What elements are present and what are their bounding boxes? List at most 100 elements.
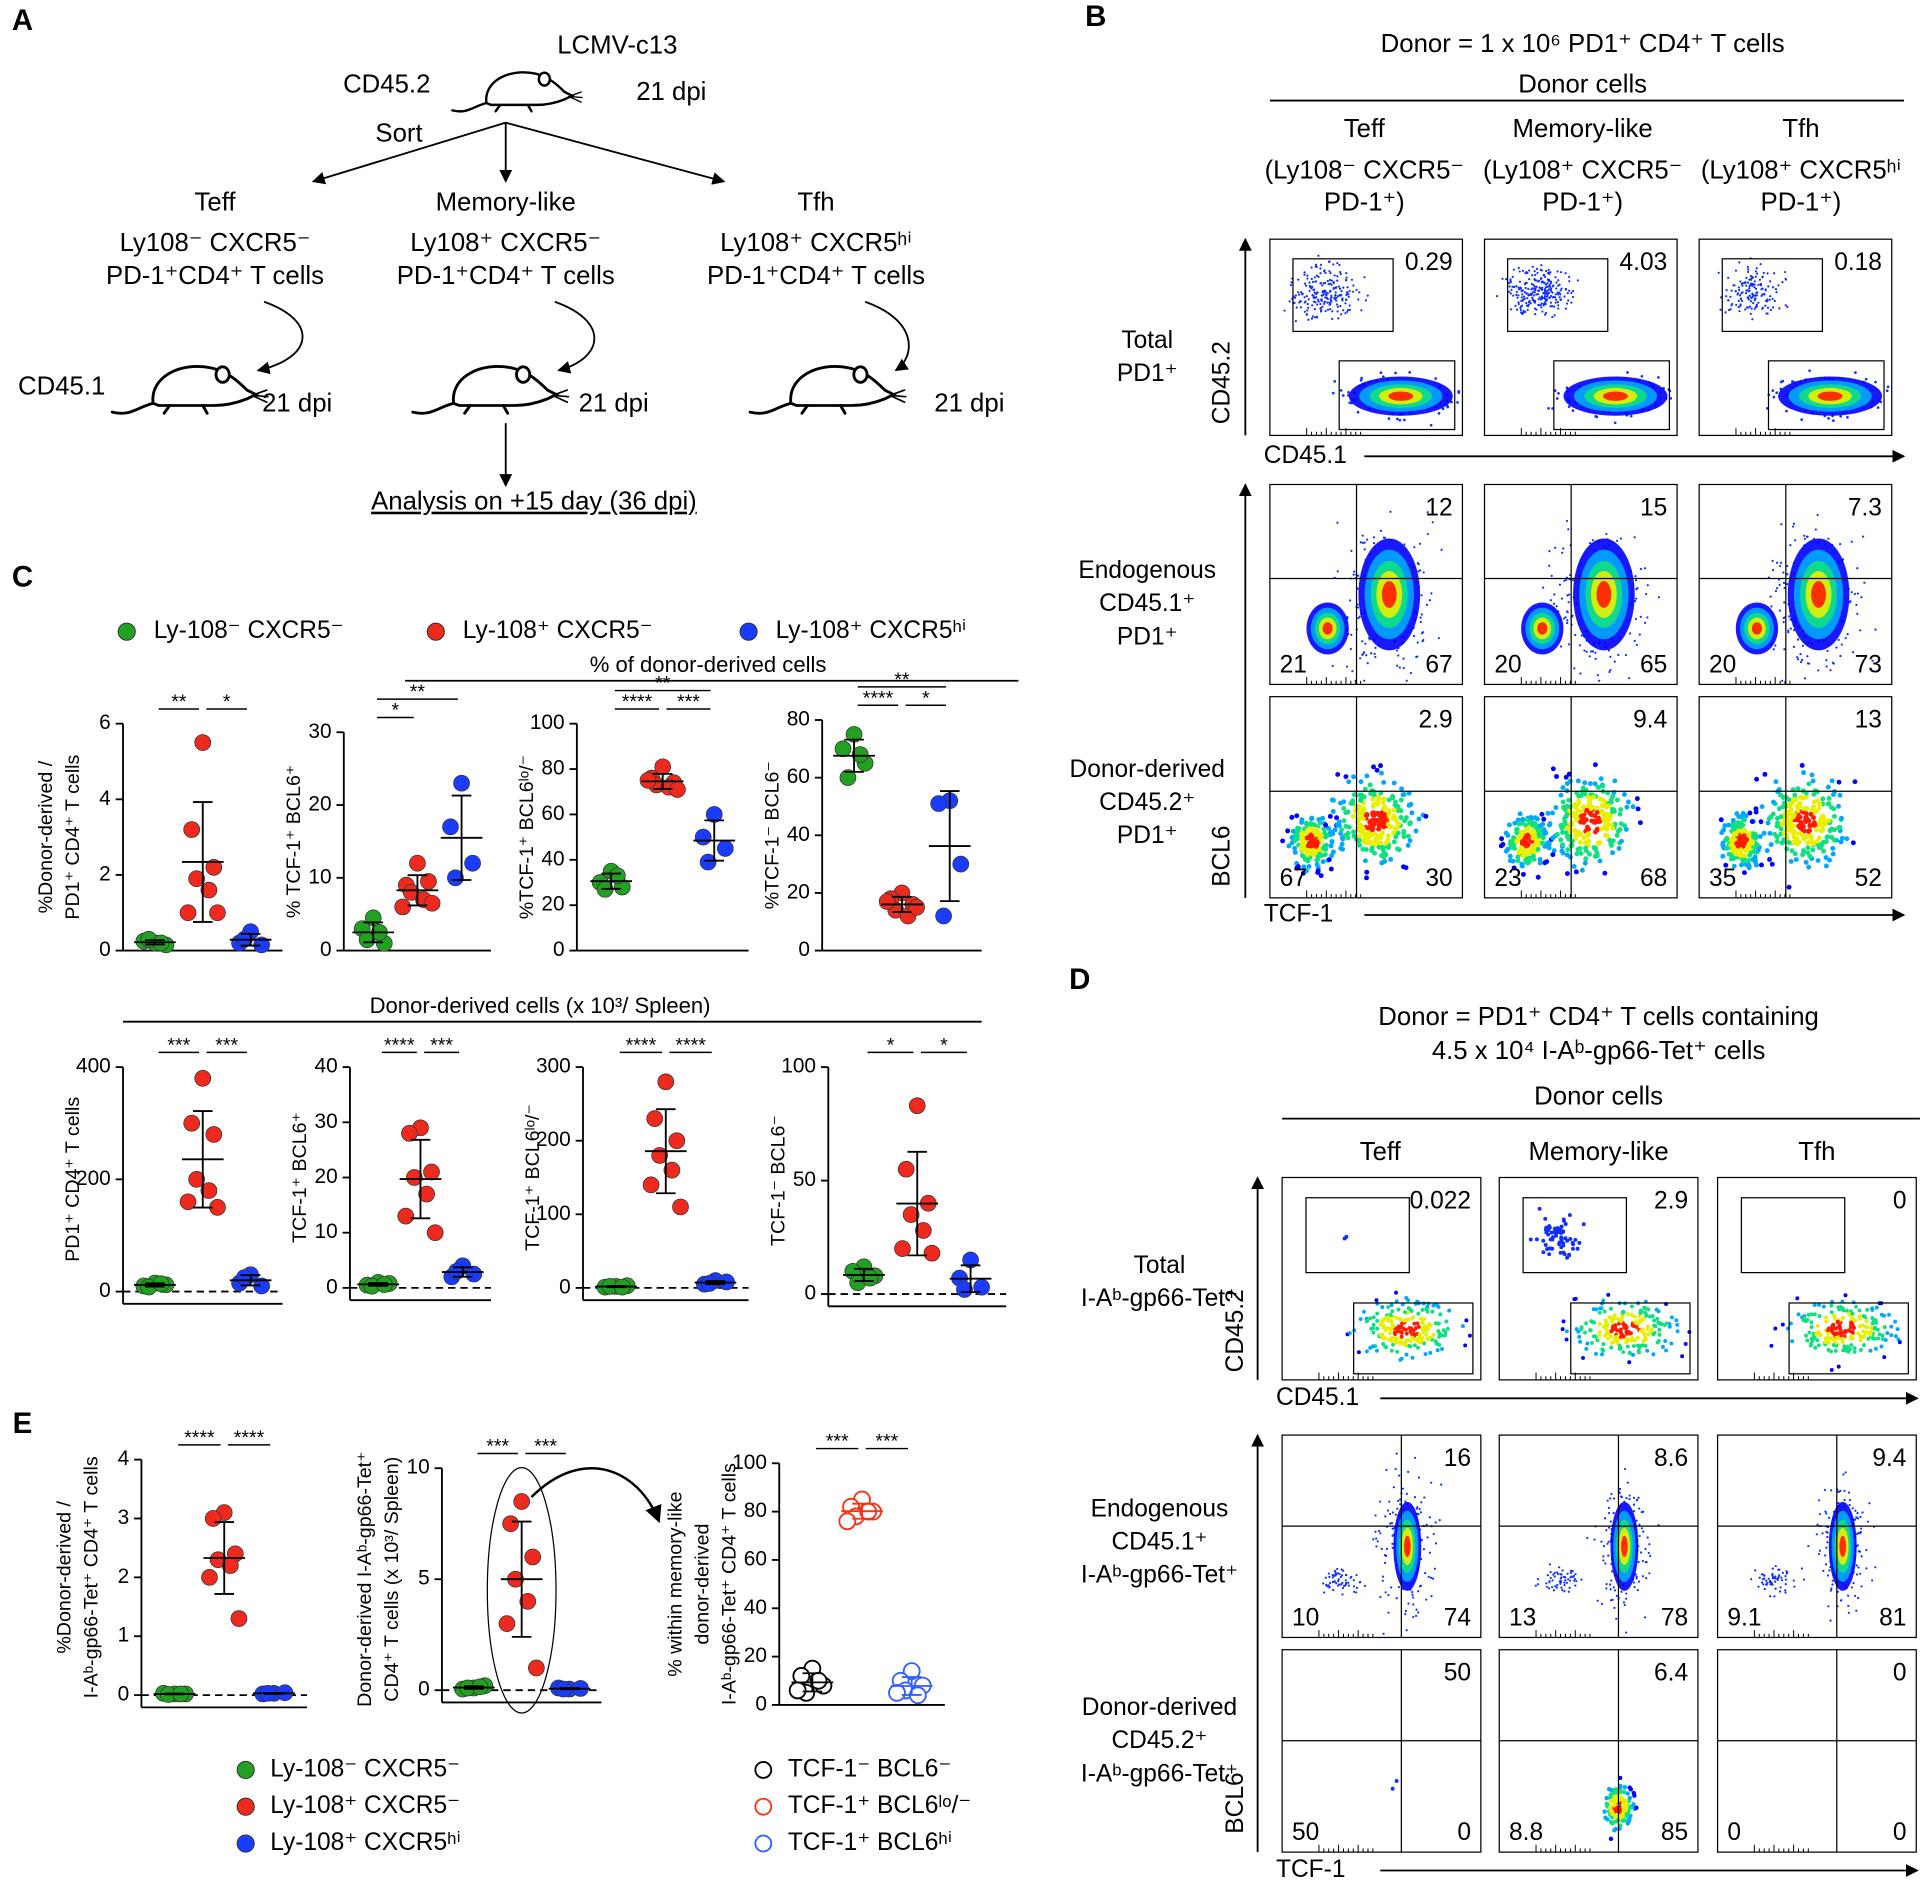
event-dot [1319, 302, 1322, 306]
event-dot [1825, 784, 1831, 790]
mouse-tail [451, 101, 488, 113]
event-dot [1406, 1306, 1411, 1311]
event-dot [1567, 1578, 1570, 1581]
event-dot [1758, 819, 1764, 825]
event-dot [1799, 762, 1805, 768]
event-dot [1830, 1587, 1833, 1590]
quadrant-percentage: 13 [1509, 1605, 1536, 1632]
event-dot [1548, 283, 1551, 287]
event-dot [1772, 395, 1776, 399]
donor-mouse-label: CD45.2 [343, 71, 430, 99]
event-dot [1329, 282, 1332, 285]
event-dot [1568, 280, 1571, 283]
event-dot [1410, 1355, 1415, 1360]
event-dot [1778, 307, 1781, 310]
event-dot [1827, 1605, 1830, 1608]
event-dot [1464, 1318, 1469, 1323]
event-dot [1648, 1543, 1651, 1546]
mouse-ear [515, 365, 532, 384]
event-dot [1331, 391, 1335, 395]
event-dot [1746, 281, 1750, 284]
event-dot [1327, 813, 1333, 819]
event-dot [1324, 271, 1327, 275]
event-dot [1625, 1338, 1630, 1343]
event-dot [1564, 1329, 1569, 1334]
event-dot [1515, 854, 1521, 860]
column-phenotype: PD-1⁺) [1324, 188, 1405, 216]
event-dot [1331, 1580, 1334, 1584]
event-dot [1823, 1488, 1826, 1492]
event-dot [1558, 837, 1564, 843]
event-dot [1524, 281, 1527, 285]
group-phenotype: PD-1⁺CD4⁺ T cells [707, 262, 925, 290]
event-dot [1851, 1507, 1854, 1510]
event-dot [1752, 301, 1755, 305]
gate-host [1553, 360, 1670, 431]
event-dot [1796, 638, 1800, 641]
event-dot [1616, 539, 1619, 543]
event-dot [1566, 621, 1569, 625]
event-dot [1398, 797, 1404, 803]
event-dot [1528, 278, 1531, 281]
event-dot [1521, 298, 1525, 301]
event-dot [1428, 599, 1432, 602]
event-dot [1814, 1331, 1819, 1336]
event-dot [1321, 305, 1324, 308]
event-dot [1380, 1332, 1385, 1337]
event-dot [1307, 298, 1310, 301]
event-dot [1815, 1323, 1820, 1328]
mouse-tail [748, 401, 793, 415]
event-dot [1391, 839, 1397, 845]
event-dot [1321, 826, 1327, 832]
event-dot [1307, 306, 1310, 309]
event-dot [1825, 665, 1828, 668]
event-dot [1509, 292, 1512, 295]
row-label: I-Aᵇ-gp66-Tet⁺ [1081, 1562, 1238, 1589]
event-dot [1424, 1307, 1429, 1312]
event-dot [1542, 860, 1548, 866]
event-dot [1761, 287, 1764, 290]
event-dot [1446, 1326, 1450, 1331]
event-dot [1669, 1341, 1674, 1346]
event-dot [1768, 280, 1772, 283]
event-dot [1546, 840, 1552, 846]
event-dot [1626, 371, 1629, 374]
event-dot [1388, 1331, 1393, 1336]
event-dot [1748, 287, 1751, 290]
event-dot [1560, 799, 1566, 805]
event-dot [1578, 793, 1584, 799]
event-dot [1361, 534, 1364, 537]
event-dot [1766, 298, 1769, 301]
event-dot [1575, 778, 1581, 784]
event-dot [1517, 294, 1520, 297]
event-dot [1766, 272, 1769, 275]
event-dot [1849, 1343, 1854, 1348]
event-dot [1344, 278, 1348, 282]
event-dot [1570, 291, 1573, 295]
event-dot [1759, 284, 1763, 287]
row-label: CD45.1⁺ [1111, 1529, 1207, 1556]
event-dot [1749, 274, 1753, 278]
event-dot [1336, 279, 1339, 282]
event-dot [1375, 1318, 1380, 1323]
event-dot [1420, 594, 1423, 597]
event-dot [1826, 1341, 1831, 1345]
event-dot [1526, 308, 1529, 312]
density-contour [1388, 391, 1414, 401]
event-dot [1792, 792, 1798, 798]
event-dot [1320, 298, 1323, 301]
event-dot [1414, 1614, 1418, 1617]
event-dot [1424, 1571, 1427, 1575]
event-dot [1435, 1348, 1440, 1353]
event-dot [1767, 285, 1770, 288]
row-label: Total [1134, 1252, 1186, 1279]
event-dot [1314, 839, 1320, 845]
event-dot [1394, 1326, 1399, 1331]
event-dot [1606, 803, 1612, 809]
event-dot [1634, 575, 1637, 578]
event-dot [1567, 299, 1570, 302]
event-dot [1327, 282, 1330, 286]
quadrant-percentage: 74 [1444, 1605, 1471, 1632]
event-dot [1564, 307, 1568, 310]
event-dot [1358, 779, 1364, 785]
